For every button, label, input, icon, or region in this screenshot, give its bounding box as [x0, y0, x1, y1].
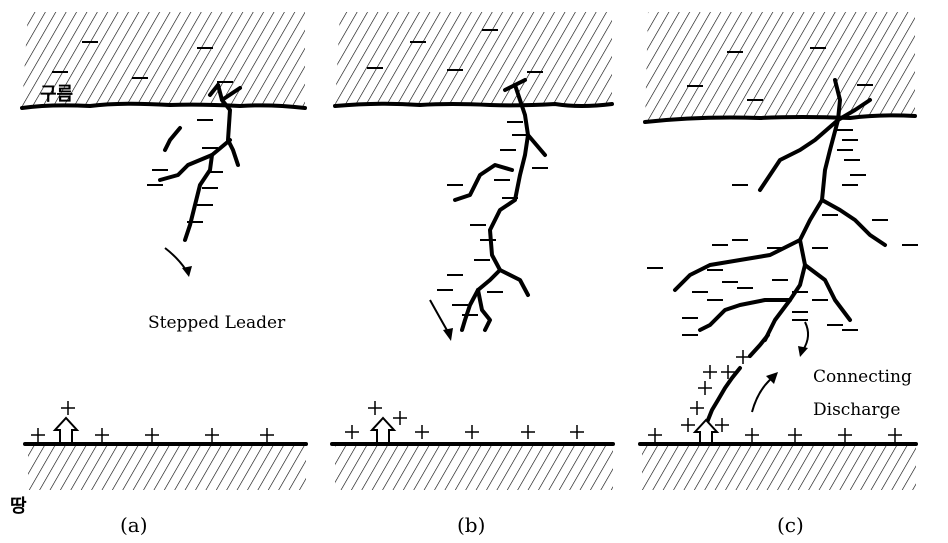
connecting-label: Connecting	[813, 367, 912, 387]
charge-signs	[31, 29, 918, 442]
ground-c	[642, 445, 916, 490]
cloud-edge-b	[333, 101, 614, 108]
cloud-a	[22, 12, 305, 108]
caption-a: (a)	[120, 513, 148, 537]
discharge-label: Discharge	[813, 400, 900, 420]
leader-b	[453, 78, 547, 332]
cloud-b	[335, 12, 612, 106]
leader-a	[158, 83, 242, 242]
stepped-leader-label: Stepped Leader	[148, 313, 286, 333]
cloud-edge-a	[20, 101, 307, 110]
ground-a	[28, 445, 306, 490]
caption-c: (c)	[777, 513, 804, 537]
cloud-c	[645, 12, 915, 122]
arrows	[52, 247, 809, 444]
ground-b	[335, 445, 613, 490]
cloud-label: 구름	[40, 84, 73, 105]
ground-label: 땅	[10, 496, 27, 517]
leader-c	[673, 78, 887, 427]
caption-b: (b)	[457, 513, 485, 537]
cloud-edge-c	[643, 113, 917, 124]
